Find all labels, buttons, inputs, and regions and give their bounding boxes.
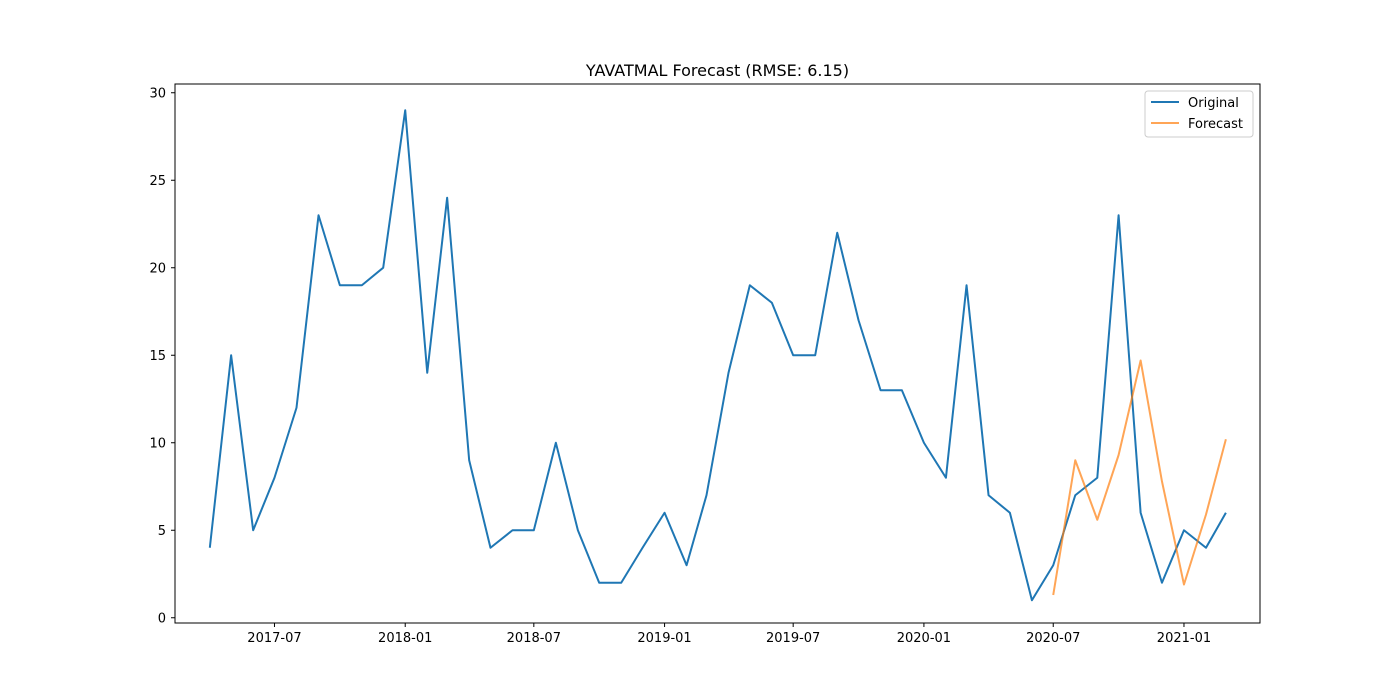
y-tick-label: 0 bbox=[158, 611, 166, 626]
series-line-forecast bbox=[1052, 359, 1227, 596]
plot-area bbox=[175, 84, 1260, 623]
x-tick-label: 2019-07 bbox=[766, 631, 820, 646]
x-tick-label: 2017-07 bbox=[247, 631, 301, 646]
y-tick-label: 5 bbox=[158, 524, 166, 539]
series-line-original bbox=[208, 109, 1227, 602]
x-axis: 2017-07 2018-01 2018-07 2019-01 2019-07 2020-… bbox=[247, 623, 1211, 646]
chart-title: YAVATMAL Forecast (RMSE: 6.15) bbox=[585, 61, 849, 80]
legend: Original Forecast bbox=[1144, 90, 1254, 138]
y-axis: 0 5 10 15 20 25 30 bbox=[149, 86, 175, 626]
y-tick-label: 20 bbox=[149, 261, 166, 276]
x-tick-label: 2019-01 bbox=[637, 631, 691, 646]
x-tick-label: 2020-01 bbox=[897, 631, 951, 646]
y-tick-label: 15 bbox=[149, 349, 166, 364]
x-tick-label: 2020-07 bbox=[1026, 631, 1080, 646]
y-tick-label: 30 bbox=[149, 86, 166, 101]
x-tick-label: 2021-01 bbox=[1157, 631, 1211, 646]
legend-label-original: Original bbox=[1188, 96, 1239, 111]
y-tick-label: 10 bbox=[149, 436, 166, 451]
x-tick-label: 2018-01 bbox=[378, 631, 432, 646]
legend-label-forecast: Forecast bbox=[1188, 117, 1243, 132]
x-tick-label: 2018-07 bbox=[507, 631, 561, 646]
series-layer bbox=[208, 109, 1227, 602]
plot-frame bbox=[174, 83, 1261, 624]
y-tick-label: 25 bbox=[149, 174, 166, 189]
